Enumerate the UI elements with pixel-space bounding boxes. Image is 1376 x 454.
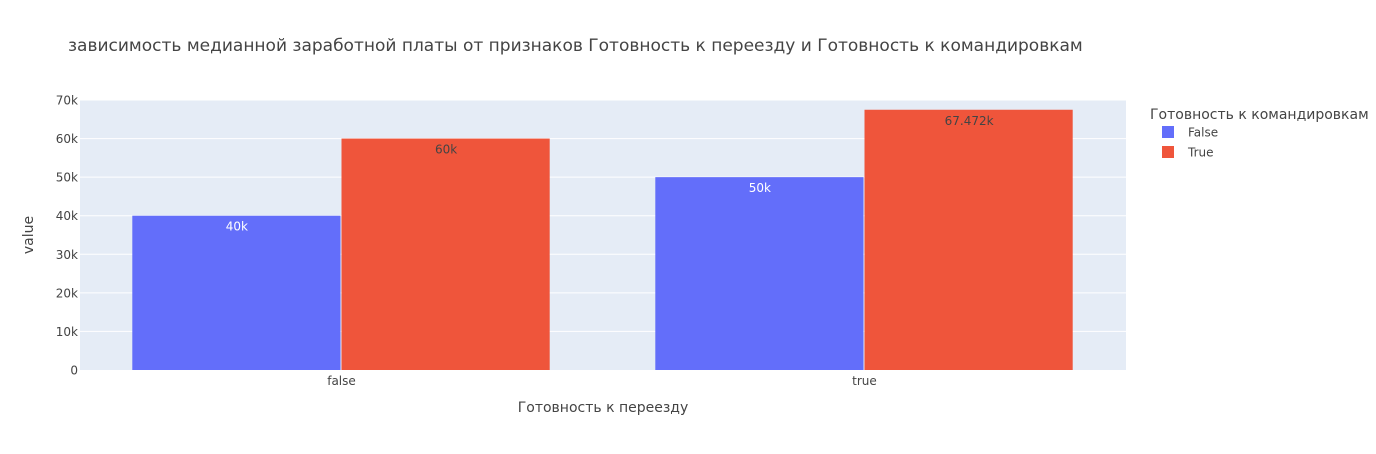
- y-tick-label: 60k: [56, 132, 78, 146]
- y-tick-label: 10k: [56, 325, 78, 339]
- bar[interactable]: [864, 109, 1073, 370]
- bar[interactable]: [655, 177, 864, 370]
- y-tick-label: 70k: [56, 94, 78, 108]
- legend-title: Готовность к командировкам: [1150, 107, 1369, 123]
- y-tick-label: 20k: [56, 286, 78, 300]
- x-tick-label: true: [852, 374, 877, 388]
- legend-label[interactable]: True: [1187, 146, 1214, 160]
- data-label: 60k: [435, 143, 457, 157]
- data-label: 40k: [226, 220, 248, 234]
- bar[interactable]: [341, 138, 550, 370]
- legend-label[interactable]: False: [1188, 126, 1218, 140]
- data-labels: 40k 60k 50k 67.472k: [226, 114, 994, 234]
- chart-title: зависимость медианной заработной платы о…: [68, 36, 1083, 56]
- y-axis-title: value: [21, 216, 37, 254]
- x-axis-title: Готовность к переезду: [518, 400, 689, 416]
- data-label: 50k: [749, 181, 771, 195]
- y-tick-label: 0: [70, 364, 78, 378]
- y-axis-ticks: 0 10k 20k 30k 40k 50k 60k 70k: [56, 94, 78, 378]
- bar[interactable]: [132, 215, 341, 370]
- legend: Готовность к командировкам False True: [1150, 107, 1369, 160]
- data-label: 67.472k: [945, 114, 994, 128]
- bars: [132, 109, 1073, 370]
- x-axis-ticks: false true: [327, 374, 877, 388]
- legend-swatch[interactable]: [1162, 126, 1174, 138]
- legend-items: False True: [1162, 126, 1218, 160]
- y-tick-label: 50k: [56, 171, 78, 185]
- legend-swatch[interactable]: [1162, 146, 1174, 158]
- y-tick-label: 30k: [56, 248, 78, 262]
- y-tick-label: 40k: [56, 209, 78, 223]
- x-tick-label: false: [327, 374, 356, 388]
